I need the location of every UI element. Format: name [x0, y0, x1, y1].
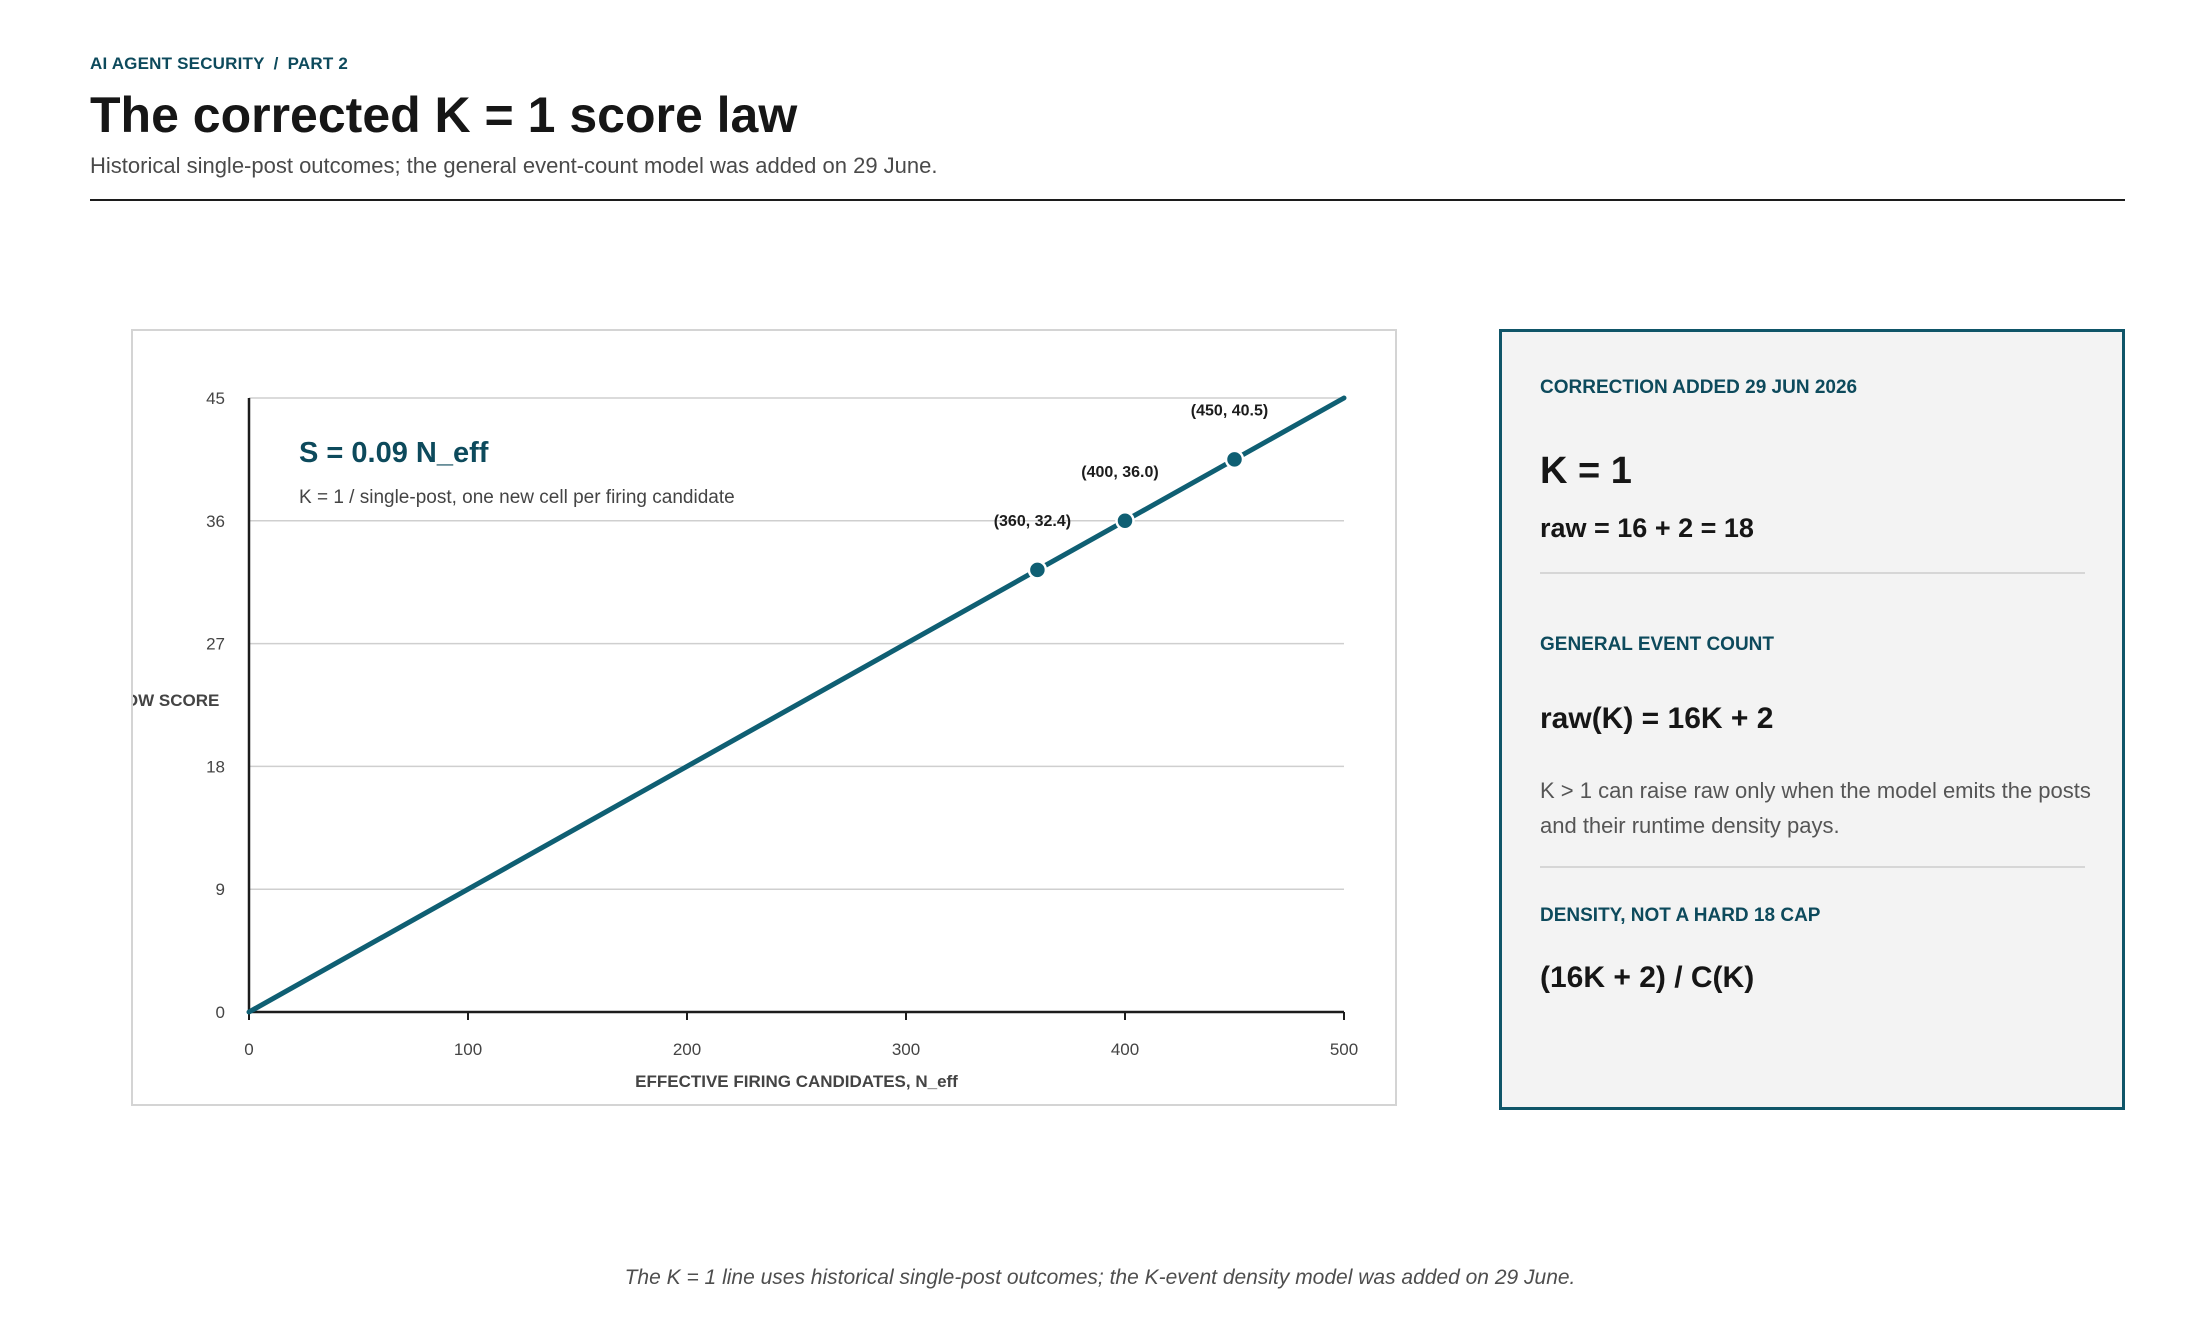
x-tick-label: 500: [1330, 1040, 1358, 1059]
x-tick-label: 200: [673, 1040, 701, 1059]
panel-divider: [1540, 866, 2085, 868]
k-equals-one: K = 1: [1540, 450, 1632, 492]
kicker-separator: /: [273, 54, 279, 73]
data-point-label: (400, 36.0): [1081, 464, 1158, 481]
data-point-label: (450, 40.5): [1191, 402, 1268, 419]
page-title: The corrected K = 1 score law: [90, 87, 798, 143]
y-tick-label: 45: [206, 389, 225, 408]
density-formula: (16K + 2) / C(K): [1540, 961, 1755, 994]
data-point: [1224, 449, 1245, 470]
chart-panel: 0 9 18 27 36 45 0 100 200 300 400 500 EFFECTIVE FIRI…: [131, 329, 1397, 1106]
y-tick-label: 0: [216, 1003, 225, 1022]
correction-panel: CORRECTION ADDED 29 JUN 2026 K = 1 raw =…: [1499, 329, 2125, 1110]
score-law-chart: 0 9 18 27 36 45 0 100 200 300 400 500 EFFECTIVE FIRI…: [133, 389, 1358, 1091]
data-point-label: (360, 32.4): [994, 513, 1071, 530]
y-tick-label: 27: [206, 635, 225, 654]
data-point: [1115, 511, 1135, 531]
footnote: The K = 1 line uses historical single-po…: [624, 1266, 1576, 1289]
x-axis-label: EFFECTIVE FIRING CANDIDATES, N_eff: [635, 1072, 958, 1091]
equation-note: K = 1 / single-post, one new cell per fi…: [299, 487, 735, 508]
page-subtitle: Historical single-post outcomes; the gen…: [90, 153, 938, 178]
y-tick-label: 18: [206, 757, 225, 776]
general-event-heading: GENERAL EVENT COUNT: [1540, 634, 1775, 655]
y-tick-label: 9: [216, 880, 225, 899]
density-heading: DENSITY, NOT A HARD 18 CAP: [1540, 905, 1821, 926]
y-tick-label: 36: [206, 512, 225, 531]
equation-label: S = 0.09 N_eff: [299, 437, 489, 469]
series-line: [246, 395, 1347, 1015]
kicker: AI AGENT SECURITY / PART 2: [90, 54, 348, 74]
panel-divider: [1540, 572, 2085, 574]
raw-k-formula: raw(K) = 16K + 2: [1540, 702, 1774, 735]
kicker-part: PART 2: [287, 54, 349, 73]
kicker-section: AI AGENT SECURITY: [90, 54, 265, 73]
raw-k-explanation: K > 1 can raise raw only when the model …: [1540, 778, 2091, 838]
raw-formula: raw = 16 + 2 = 18: [1540, 513, 1754, 543]
x-tick-label: 400: [1111, 1040, 1139, 1059]
x-tick-label: 100: [454, 1040, 482, 1059]
y-axis-label: ROW SCORE: [133, 691, 219, 710]
x-tick-label: 300: [892, 1040, 920, 1059]
x-tick-label: 0: [244, 1040, 253, 1059]
data-point: [1027, 560, 1048, 580]
correction-heading: CORRECTION ADDED 29 JUN 2026: [1540, 377, 1858, 398]
header-divider: [90, 199, 2125, 201]
